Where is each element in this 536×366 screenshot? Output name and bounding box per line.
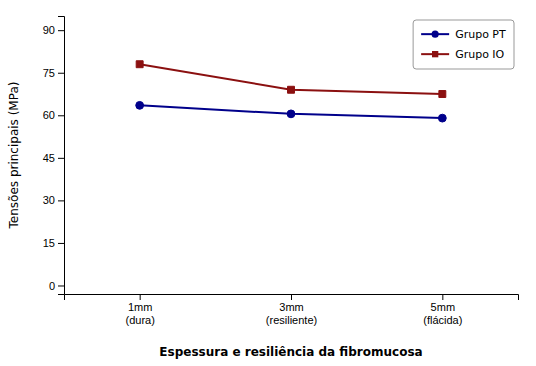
y-tick-mark xyxy=(58,200,64,201)
y-tick-mark xyxy=(58,158,64,159)
x-tick: 1mm(dura) xyxy=(125,294,154,326)
legend-item: Grupo IO xyxy=(421,48,504,61)
y-tick-label: 90 xyxy=(43,24,55,36)
x-tick-mark xyxy=(140,294,141,300)
x-tick-label: 1mm(dura) xyxy=(125,301,154,326)
plot: 0 15 30 45 60 75 90 1mm(dura) 3mm(resiliente) 5mm… xyxy=(43,17,519,327)
series-marker xyxy=(287,110,295,118)
y-tick-mark xyxy=(58,73,64,74)
x-axis-line xyxy=(65,295,519,301)
y-tick-label: 30 xyxy=(43,194,55,206)
y-tick-label: 60 xyxy=(43,109,55,121)
series-marker xyxy=(438,114,446,122)
y-tick-mark xyxy=(58,30,64,31)
y-tick: 0 xyxy=(49,280,64,292)
x-tick-label: 5mm(flácida) xyxy=(423,301,462,326)
y-tick-mark xyxy=(58,243,64,244)
series-marker xyxy=(136,101,144,109)
series-marker xyxy=(288,86,295,93)
y-tick-label: 75 xyxy=(43,67,55,79)
x-tick-label: 3mm(resiliente) xyxy=(266,301,317,326)
legend-marker xyxy=(432,51,438,57)
legend-box xyxy=(413,20,514,69)
y-tick: 15 xyxy=(43,237,64,249)
x-tick-mark xyxy=(291,294,292,300)
x-tick: 3mm(resiliente) xyxy=(266,294,317,326)
x-axis: 1mm(dura) 3mm(resiliente) 5mm(flácida) xyxy=(65,294,519,326)
legend-label: Grupo IO xyxy=(455,48,504,61)
series-group xyxy=(136,61,446,122)
series-marker xyxy=(439,91,446,98)
y-tick-label: 15 xyxy=(43,237,55,249)
y-tick-mark xyxy=(58,285,64,286)
legend-item: Grupo PT xyxy=(421,28,506,41)
legend-marker xyxy=(432,31,439,38)
series-marker xyxy=(136,61,143,68)
x-tick-mark xyxy=(442,294,443,300)
y-tick: 75 xyxy=(43,67,64,79)
y-tick-label: 45 xyxy=(43,152,55,164)
y-axis-line xyxy=(58,17,65,295)
legend-label: Grupo PT xyxy=(455,28,506,41)
chart: 0 15 30 45 60 75 90 1mm(dura) 3mm(resiliente) 5mm… xyxy=(0,0,536,366)
y-axis-title: Tensões principais (MPa) xyxy=(7,82,21,230)
y-tick: 60 xyxy=(43,109,64,121)
y-tick-label: 0 xyxy=(49,280,55,292)
y-tick-mark xyxy=(58,115,64,116)
series-line xyxy=(140,64,443,94)
series-line xyxy=(140,105,443,118)
y-tick: 90 xyxy=(43,24,64,36)
x-tick: 5mm(flácida) xyxy=(423,294,462,326)
y-tick: 30 xyxy=(43,194,64,206)
y-axis: 0 15 30 45 60 75 90 xyxy=(43,17,65,295)
y-tick: 45 xyxy=(43,152,64,164)
x-axis-title: Espessura e resiliência da fibromucosa xyxy=(159,345,422,359)
legend: Grupo PT Grupo IO xyxy=(413,20,514,69)
